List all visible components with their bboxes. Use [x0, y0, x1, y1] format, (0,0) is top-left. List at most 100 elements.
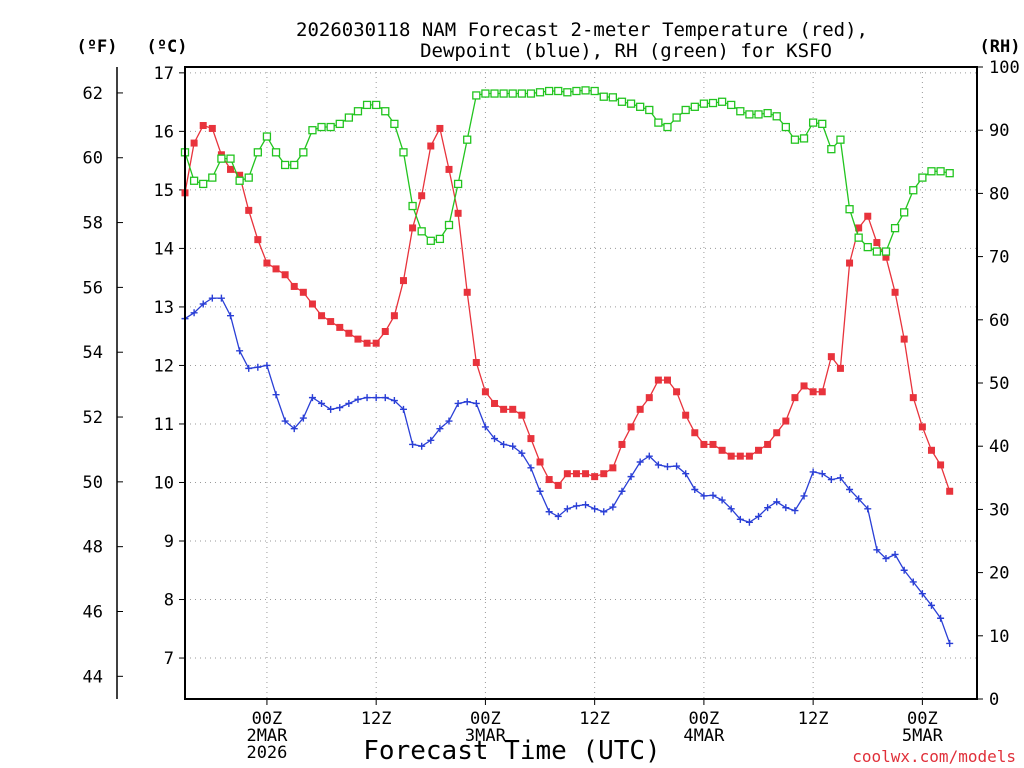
rh-tick-label: 20 [989, 564, 1009, 584]
rh-point [262, 132, 272, 141]
rh-tick-label: 0 [989, 690, 999, 710]
dewpoint-point [199, 300, 207, 308]
rh-point [217, 154, 226, 163]
temperature-point [809, 388, 817, 396]
rh-point [872, 247, 882, 256]
rh-point [590, 86, 599, 96]
dewpoint-point [245, 364, 253, 372]
celsius-tick-label: 14 [154, 239, 174, 259]
temperature-point [390, 312, 398, 320]
rh-point [581, 86, 590, 95]
dewpoint-point [254, 363, 262, 371]
rh-point [818, 119, 827, 129]
celsius-tick-label: 12 [154, 356, 174, 376]
time-tick-label: 5MAR [902, 726, 944, 746]
fahrenheit-axis-ticks: 44 46 48 50 52 54 56 58 60 62 [83, 84, 123, 687]
dewpoint-point [208, 294, 216, 302]
rh-point [399, 148, 408, 157]
rh-point [763, 108, 772, 118]
temperature-point [946, 487, 954, 495]
rh-point [253, 148, 262, 157]
series-temperature [181, 122, 954, 495]
rh-point [481, 89, 490, 98]
dewpoint-point [491, 435, 499, 443]
dewpoint-point [327, 405, 335, 413]
temperature-point [290, 282, 298, 290]
rh-point [845, 205, 854, 214]
rh-point [463, 135, 472, 144]
rh-point [909, 186, 918, 195]
time-tick-label: 3MAR [465, 726, 507, 746]
fahrenheit-unit-label: (ºF) [77, 37, 118, 57]
rh-line [184, 89, 950, 253]
rh-point [572, 86, 581, 96]
temperature-point [227, 165, 235, 173]
rh-point [208, 173, 217, 182]
dewpoint-point [918, 590, 926, 598]
temperature-point [791, 394, 799, 402]
fahrenheit-tick-label: 44 [83, 667, 103, 687]
temperature-point [818, 388, 826, 396]
dewpoint-point [454, 399, 462, 407]
temperature-point [208, 124, 216, 132]
temperature-point [927, 446, 935, 454]
dewpoint-point [563, 505, 571, 513]
rh-point [544, 86, 554, 96]
time-tick-label: 00Z [252, 709, 283, 729]
rh-tick-label: 30 [989, 500, 1009, 520]
temperature-point [281, 271, 289, 279]
dewpoint-point [891, 550, 899, 558]
rh-point [362, 100, 372, 110]
rh-point [490, 89, 499, 98]
temperature-point [836, 364, 844, 372]
celsius-tick-label: 15 [154, 181, 174, 201]
rh-point [890, 224, 900, 233]
dewpoint-point [927, 601, 935, 609]
temperature-point [782, 417, 790, 425]
temperature-point [190, 139, 198, 147]
rh-point [563, 88, 572, 97]
temperature-point [299, 288, 307, 296]
temperature-point [773, 429, 781, 437]
rh-point [617, 97, 627, 106]
temperature-point [600, 470, 608, 478]
dewpoint-point [809, 468, 817, 476]
series-dewpoint [181, 294, 954, 647]
temperature-point [873, 239, 881, 247]
temperature-point [627, 423, 635, 431]
dewpoint-point [572, 502, 580, 510]
temperature-point [245, 206, 253, 214]
rh-point [299, 148, 308, 157]
temperature-point [418, 192, 426, 200]
rh-point [535, 88, 545, 97]
temperature-point [591, 473, 599, 481]
rh-point [836, 135, 845, 144]
dewpoint-point [773, 498, 781, 506]
temperature-point [545, 476, 553, 484]
dewpoint-point [536, 487, 544, 495]
dewpoint-point [190, 309, 198, 317]
rh-point [426, 236, 435, 245]
dewpoint-point [855, 495, 863, 503]
temperature-point [864, 212, 872, 220]
temperature-point [755, 446, 763, 454]
temperature-point [399, 277, 407, 285]
rh-point [335, 119, 344, 129]
temperature-point [882, 253, 890, 261]
dewpoint-point [627, 473, 635, 481]
dewpoint-point [463, 398, 471, 406]
rh-point [199, 179, 208, 189]
fahrenheit-tick-label: 50 [83, 473, 103, 493]
temperature-point [727, 452, 735, 460]
rh-point [690, 102, 699, 111]
rh-point [453, 179, 463, 189]
temperature-point [618, 440, 626, 448]
dewpoint-point [299, 414, 307, 422]
temperature-point [236, 171, 244, 179]
rh-point [754, 110, 763, 119]
temperature-point [855, 224, 863, 232]
rh-point [781, 122, 790, 132]
temperature-point [308, 300, 316, 308]
